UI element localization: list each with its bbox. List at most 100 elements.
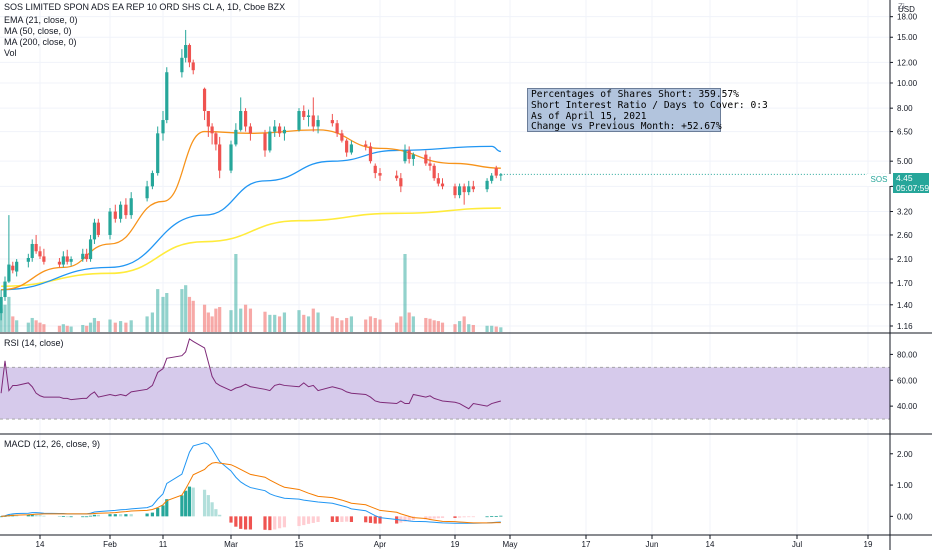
candle-body [161,120,165,134]
candle [229,140,233,174]
volume-bar [243,304,248,332]
macd-histogram-bar [61,516,65,517]
price-tick-label: 15.00 [897,33,918,42]
macd-title[interactable]: MACD (12, 26, close, 9) [4,439,101,449]
macd-histogram-bar [145,513,149,517]
volume-bar [273,314,277,332]
candle [471,180,475,193]
symbol-title[interactable]: SOS LIMITED SPON ADS EA REP 10 ORD SHS C… [4,2,286,12]
ma50-legend[interactable]: MA (50, close, 0) [4,26,72,36]
volume-bar [124,322,128,332]
candle-body [462,186,466,193]
volume-bar [373,317,377,332]
candle-body [7,264,11,282]
candle-body [457,186,462,196]
macd-histogram-bar [234,516,238,527]
macd-histogram-bar [378,516,382,524]
candle-body [206,111,210,127]
candle-body [471,186,475,190]
macd-histogram-bar [85,516,89,518]
volume-bar [471,324,475,332]
macd-histogram-bar [124,514,128,517]
candle [432,163,436,181]
candle-body [234,129,238,145]
price-axis-header: Zi USD [898,2,915,20]
candle [119,201,123,223]
time-tick-label: Feb [103,540,117,549]
last-price-tag: 4.45 05:07:59 [893,173,929,193]
candle [191,59,195,75]
volume-bar [234,254,238,332]
candle [210,123,214,145]
candle-body [399,178,403,187]
candle [0,289,3,321]
macd-histogram-bar [156,507,160,517]
volume-bar [282,312,287,332]
candle-body [282,129,287,134]
volume-bar [395,322,399,332]
macd-histogram-bar [268,516,272,531]
volume-bar [119,321,123,332]
macd-histogram-bar [273,516,277,530]
time-tick-label: 17 [582,540,591,549]
candle-body [88,239,93,260]
macd-histogram-bar [214,509,218,517]
volume-bar [108,319,112,332]
candle-body [424,154,428,164]
macd-histogram-bar [453,516,457,518]
volume-bar [364,319,368,332]
volume-bar [38,322,42,332]
volume-legend[interactable]: Vol [4,48,17,58]
candle-body [335,123,339,134]
candle-body [165,72,169,121]
volume-bar [187,296,192,332]
short-interest-note[interactable]: Percentages of Shares Short: 359.57% Sho… [527,88,768,132]
volume-bar [490,325,494,332]
candle-body [38,251,42,257]
candle-body [440,183,445,187]
volume-bar [248,308,253,332]
candle [243,108,248,132]
macd-histogram-bar [42,515,46,517]
price-tick-label: 10.00 [897,79,918,88]
price-tick-label: 6.50 [897,128,913,137]
macd-histogram-bar [345,516,349,522]
macd-histogram-bar [462,516,466,518]
candle [218,136,222,179]
macd-histogram-bar [302,516,306,526]
candle-body [42,256,46,262]
candle [311,97,315,132]
volume-bar [96,321,100,332]
volume-bar [34,320,38,332]
volume-bar [457,321,462,332]
candle [96,218,100,238]
macd-histogram-bar [373,516,377,524]
candle [345,138,349,157]
macd-histogram-bar [184,490,188,517]
volume-bar [150,312,154,332]
candle-body [432,165,436,179]
candle [424,150,428,166]
candle-body [15,261,19,272]
candle-body [411,154,415,159]
volume-bar [81,324,85,332]
rsi-title[interactable]: RSI (14, close) [4,338,64,348]
macd-histogram-bar [210,502,214,517]
candle-body [61,256,65,265]
volume-bar [436,321,440,332]
volume-bar [407,312,411,332]
macd-histogram-bar [440,516,445,518]
candle-body [395,175,399,179]
macd-histogram-bar [161,505,165,517]
candle-body [96,222,100,235]
ma200-legend[interactable]: MA (200, close, 0) [4,37,77,47]
ema-legend[interactable]: EMA (21, close, 0) [4,15,78,25]
macd-tick-label: 1.00 [897,481,913,490]
candle-body [349,144,354,153]
candle-body [65,256,69,262]
candle-body [364,144,368,147]
candle-body [368,146,373,162]
time-tick-label: Apr [374,540,387,549]
